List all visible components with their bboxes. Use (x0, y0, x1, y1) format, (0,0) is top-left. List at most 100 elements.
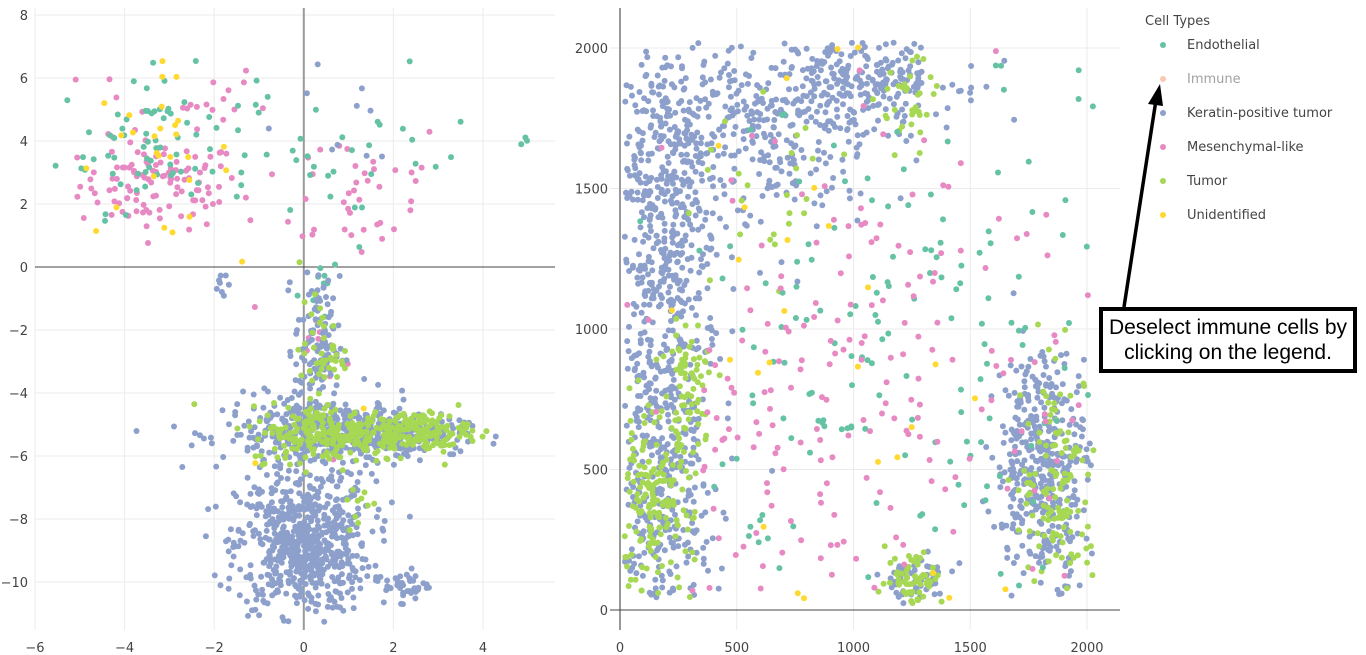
data-point[interactable] (626, 523, 632, 529)
data-point[interactable] (133, 428, 140, 434)
data-point[interactable] (839, 92, 846, 99)
data-point[interactable] (654, 195, 661, 201)
data-point[interactable] (813, 426, 820, 432)
data-point[interactable] (717, 356, 724, 362)
data-point[interactable] (855, 44, 862, 51)
data-point[interactable] (346, 527, 353, 534)
data-point[interactable] (717, 215, 723, 222)
data-point[interactable] (291, 575, 297, 582)
data-point[interactable] (635, 141, 642, 148)
data-point[interactable] (839, 78, 846, 85)
data-point[interactable] (334, 374, 341, 380)
data-point[interactable] (642, 173, 649, 180)
data-point[interactable] (235, 543, 242, 550)
data-point[interactable] (320, 330, 326, 337)
data-point[interactable] (334, 548, 341, 555)
data-point[interactable] (238, 169, 245, 176)
data-point[interactable] (638, 508, 645, 515)
data-point[interactable] (684, 391, 691, 398)
data-point[interactable] (113, 204, 120, 211)
data-point[interactable] (880, 580, 887, 587)
data-point[interactable] (690, 498, 697, 505)
data-point[interactable] (194, 126, 201, 133)
data-point[interactable] (173, 151, 180, 158)
data-point[interactable] (185, 154, 192, 160)
data-point[interactable] (225, 281, 232, 288)
data-point[interactable] (784, 99, 790, 106)
data-point[interactable] (1067, 528, 1074, 535)
data-point[interactable] (844, 127, 851, 133)
data-point[interactable] (356, 421, 363, 427)
data-point[interactable] (142, 169, 149, 175)
data-point[interactable] (106, 187, 113, 194)
data-point[interactable] (760, 523, 767, 530)
data-point[interactable] (197, 169, 203, 176)
data-point[interactable] (786, 210, 793, 217)
data-point[interactable] (646, 189, 653, 196)
data-point[interactable] (674, 128, 681, 135)
data-point[interactable] (807, 89, 814, 96)
data-point[interactable] (997, 484, 1004, 491)
data-point[interactable] (87, 176, 94, 183)
data-point[interactable] (358, 495, 365, 502)
data-point[interactable] (933, 83, 940, 89)
data-point[interactable] (657, 132, 664, 139)
data-point[interactable] (913, 157, 920, 164)
data-point[interactable] (317, 297, 324, 304)
data-point[interactable] (764, 480, 770, 487)
data-point[interactable] (286, 279, 293, 286)
data-point[interactable] (869, 197, 875, 204)
data-point[interactable] (930, 91, 937, 97)
data-point[interactable] (750, 444, 757, 451)
data-point[interactable] (661, 444, 668, 451)
data-point[interactable] (851, 49, 858, 56)
data-point[interactable] (317, 504, 324, 511)
data-point[interactable] (355, 416, 362, 423)
data-point[interactable] (815, 147, 821, 154)
data-point[interactable] (692, 189, 699, 196)
data-point[interactable] (1061, 365, 1068, 371)
data-point[interactable] (647, 337, 654, 344)
data-point[interactable] (1031, 578, 1038, 585)
data-point[interactable] (725, 47, 732, 54)
data-point[interactable] (359, 204, 365, 211)
data-point[interactable] (901, 319, 908, 326)
data-point[interactable] (998, 62, 1005, 69)
data-point[interactable] (794, 48, 801, 55)
data-point[interactable] (328, 473, 335, 480)
data-point[interactable] (887, 559, 894, 566)
data-point[interactable] (334, 141, 341, 148)
data-point[interactable] (744, 112, 751, 119)
data-point[interactable] (253, 596, 260, 603)
data-point[interactable] (687, 361, 694, 368)
data-point[interactable] (118, 132, 125, 139)
data-point[interactable] (857, 91, 864, 98)
data-point[interactable] (640, 528, 647, 535)
data-point[interactable] (944, 105, 951, 112)
data-point[interactable] (733, 455, 740, 462)
data-point[interactable] (636, 407, 643, 414)
data-point[interactable] (251, 484, 258, 491)
data-point[interactable] (663, 393, 670, 400)
data-point[interactable] (218, 149, 225, 156)
data-point[interactable] (883, 57, 890, 64)
data-point[interactable] (1059, 417, 1066, 424)
data-point[interactable] (315, 335, 322, 342)
data-point[interactable] (647, 482, 654, 489)
data-point[interactable] (302, 340, 308, 347)
data-point[interactable] (648, 80, 655, 87)
data-point[interactable] (885, 283, 892, 290)
data-point[interactable] (738, 82, 745, 89)
data-point[interactable] (251, 582, 258, 589)
data-point[interactable] (794, 132, 800, 139)
data-point[interactable] (162, 145, 168, 152)
data-point[interactable] (220, 116, 227, 123)
data-point[interactable] (924, 563, 931, 570)
data-point[interactable] (251, 403, 257, 410)
data-point[interactable] (380, 527, 387, 534)
data-point[interactable] (847, 311, 854, 318)
data-point[interactable] (261, 460, 268, 467)
data-point[interactable] (314, 522, 321, 529)
data-point[interactable] (349, 579, 356, 586)
data-point[interactable] (908, 424, 915, 431)
